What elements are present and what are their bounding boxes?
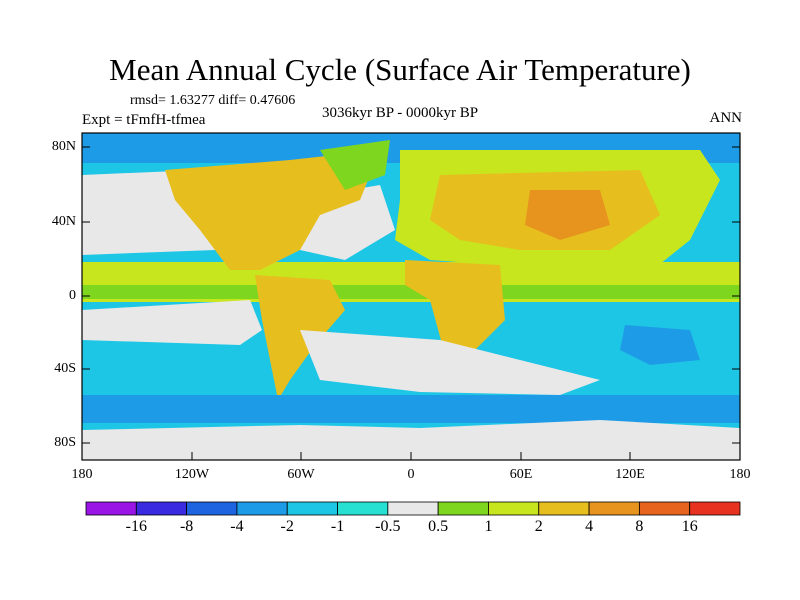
lat-label-40n: 40N — [51, 214, 76, 229]
asia-hot — [525, 190, 610, 240]
tropical-warm-band — [82, 285, 740, 299]
experiment-label: Expt = tFmfH-tfmea — [82, 112, 206, 128]
colorbar-swatch — [236, 501, 288, 516]
australia — [620, 325, 700, 365]
colorbar-swatch — [638, 501, 691, 516]
colorbar-label: 16 — [681, 518, 698, 535]
season-label: ANN — [709, 110, 743, 126]
stats-text: rmsd= 1.63277 diff= 0.47606 — [130, 93, 296, 108]
lon-ticks — [191, 452, 631, 460]
lon-label-60w: 60W — [287, 467, 315, 482]
colorbar-swatch — [387, 501, 439, 516]
colorbar-label: -1 — [330, 518, 345, 535]
south-neutral-belt — [82, 300, 262, 345]
colorbar-label: -0.5 — [375, 518, 401, 535]
southern-ocean-band — [82, 395, 740, 423]
colorbar-swatch — [437, 501, 489, 516]
colorbar-swatch — [135, 501, 188, 516]
colorbar-swatch — [588, 501, 640, 516]
lon-label-60e: 60E — [509, 467, 533, 482]
greenland — [320, 140, 390, 190]
africa — [405, 260, 505, 355]
lon-label-120e: 120E — [615, 467, 645, 482]
lon-label-120w: 120W — [174, 467, 210, 482]
lon-label-180e: 180 — [729, 467, 751, 482]
colorbar-label: -2 — [280, 518, 294, 535]
colorbar-label: 4 — [585, 518, 594, 535]
colorbar-swatch — [186, 501, 238, 516]
colorbar-swatch — [488, 501, 540, 516]
lat-ticks — [82, 146, 740, 444]
south-america — [255, 275, 345, 400]
lat-label-0: 0 — [69, 288, 76, 303]
colorbar-swatch — [85, 501, 137, 516]
lon-label-0: 0 — [407, 467, 415, 482]
colorbar-swatch — [286, 501, 338, 516]
colorbar-label: -16 — [125, 518, 147, 535]
colorbar-label: 8 — [635, 518, 644, 535]
south-neutral-belt-2 — [300, 330, 600, 395]
north-america — [165, 150, 380, 270]
colorbar-swatch — [538, 501, 590, 516]
lat-label-40s: 40S — [54, 361, 76, 376]
lat-label-80n: 80N — [51, 139, 76, 154]
lat-label-80s: 80S — [54, 435, 76, 450]
antarctica — [82, 420, 740, 460]
period-label: 3036kyr BP - 0000kyr BP — [322, 105, 479, 121]
lon-label-180w: 180 — [71, 467, 93, 482]
colorbar-label: 0.5 — [428, 518, 449, 535]
colorbar — [85, 501, 741, 516]
colorbar-label: -4 — [230, 518, 244, 535]
colorbar-label: -8 — [179, 518, 194, 535]
colorbar-label: 1 — [484, 518, 493, 535]
plot-title: Mean Annual Cycle (Surface Air Temperatu… — [109, 52, 691, 87]
colorbar-label: 2 — [534, 518, 543, 535]
colorbar-swatch — [337, 501, 389, 516]
colorbar-swatch — [689, 501, 741, 516]
